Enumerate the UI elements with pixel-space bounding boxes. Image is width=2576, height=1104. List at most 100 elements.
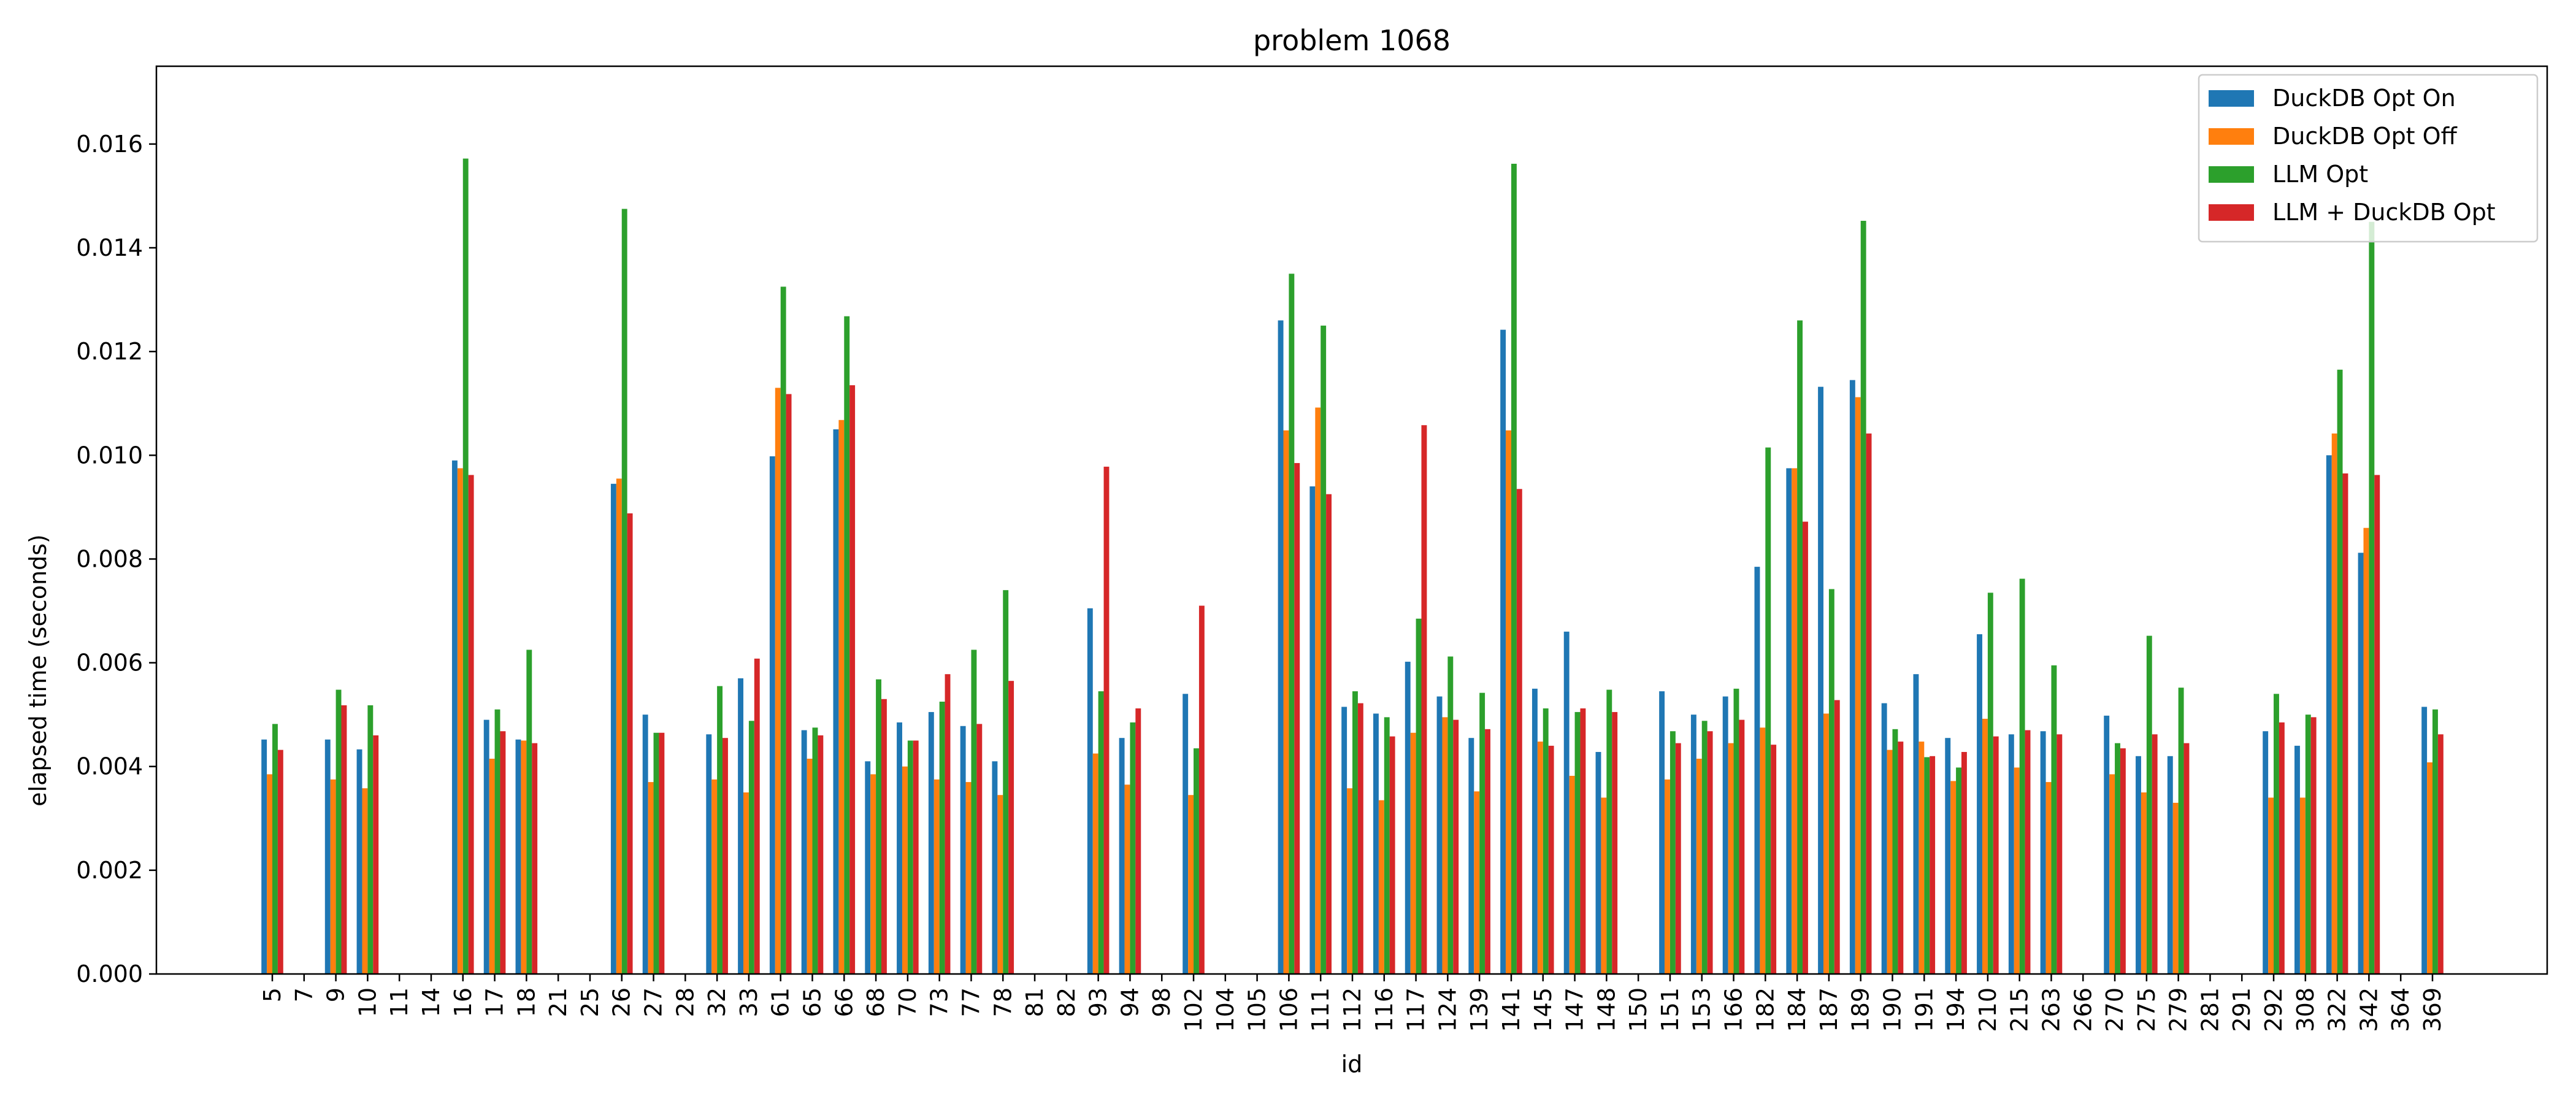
bar [1563, 631, 1570, 974]
bar [2040, 731, 2046, 974]
bar [1754, 567, 1760, 974]
bar [2337, 369, 2343, 974]
bar [2294, 745, 2300, 974]
x-tick-label: 166 [1720, 987, 1747, 1032]
bar [1326, 494, 1332, 974]
bar [997, 795, 1003, 974]
bar [786, 394, 792, 974]
bar [1982, 718, 1988, 974]
bar [801, 730, 807, 974]
bar [367, 705, 374, 974]
bar [1405, 661, 1411, 974]
bar [1574, 711, 1581, 974]
x-tick-label: 82 [1053, 987, 1080, 1017]
x-tick-label: 65 [799, 987, 826, 1017]
x-tick-label: 190 [1879, 987, 1906, 1032]
bar [1930, 756, 1936, 974]
bar [1595, 752, 1601, 974]
bar [1357, 703, 1363, 974]
chart-title: problem 1068 [1253, 24, 1451, 57]
bar [451, 460, 458, 974]
x-tick-label: 27 [640, 987, 667, 1017]
x-tick-label: 270 [2101, 987, 2128, 1032]
bar [945, 674, 951, 974]
bar [489, 759, 495, 974]
bar [1760, 727, 1766, 974]
bar [2326, 455, 2332, 974]
x-tick-label: 266 [2069, 987, 2096, 1032]
bar [1087, 608, 1093, 974]
bar [2178, 688, 2184, 974]
bar [812, 727, 818, 974]
bar [627, 513, 633, 974]
y-tick-label: 0.002 [76, 857, 143, 884]
x-tick-label: 194 [1942, 987, 1969, 1032]
bar [2305, 715, 2311, 974]
bar [1919, 742, 1925, 974]
bar [1442, 717, 1448, 974]
bar [1728, 743, 1734, 974]
y-tick-label: 0.010 [76, 442, 143, 469]
bar [844, 316, 850, 974]
y-tick-label: 0.004 [76, 753, 143, 780]
bar [1531, 688, 1538, 974]
series-1 [267, 388, 2432, 974]
bars-layer [261, 158, 2444, 975]
x-tick-label: 145 [1530, 987, 1557, 1032]
bar [838, 420, 845, 974]
bar [1669, 731, 1676, 974]
x-tick-label: 11 [386, 987, 413, 1017]
bar [1797, 320, 1803, 974]
bar [261, 739, 267, 974]
bar [723, 738, 728, 974]
x-tick-label: 17 [481, 987, 508, 1017]
bar [780, 286, 786, 975]
bar [1283, 430, 1289, 974]
bar [1823, 713, 1829, 974]
bar [1828, 589, 1834, 974]
bar [2172, 802, 2179, 974]
bar [1606, 689, 1612, 974]
bar [521, 740, 527, 974]
x-tick-label: 281 [2196, 987, 2223, 1032]
bar [500, 731, 506, 974]
bar [1194, 748, 1199, 974]
bar [1516, 489, 1522, 974]
bar [1008, 681, 1014, 974]
y-tick-label: 0.000 [76, 960, 143, 987]
bar [1389, 736, 1395, 974]
bar [907, 740, 913, 974]
bar [462, 158, 469, 974]
bar [960, 726, 966, 974]
bar [1294, 462, 1300, 974]
bar [2268, 797, 2274, 974]
bar [849, 385, 856, 974]
bar [1468, 738, 1474, 974]
x-tick-label: 73 [926, 987, 953, 1017]
bar [1659, 691, 1665, 974]
x-tick-label: 308 [2292, 987, 2319, 1032]
bar [1092, 753, 1098, 974]
legend-label: LLM Opt [2272, 161, 2368, 188]
bar [939, 702, 945, 974]
bar [897, 722, 902, 974]
bar [1866, 433, 1872, 974]
x-tick-label: 116 [1371, 987, 1398, 1032]
bar [1416, 618, 1422, 974]
x-tick-label: 150 [1625, 987, 1652, 1032]
bar [1569, 775, 1575, 974]
bar [1003, 590, 1009, 974]
bar [2109, 774, 2115, 974]
bar [1771, 745, 1777, 974]
x-tick-label: 104 [1212, 987, 1239, 1032]
x-tick-label: 102 [1180, 987, 1207, 1032]
x-tick-label: 68 [862, 987, 889, 1017]
bar [457, 468, 463, 974]
bar [833, 429, 839, 974]
bar [992, 761, 998, 974]
legend-box [2198, 74, 2539, 243]
x-tick-label: 98 [1148, 987, 1175, 1017]
bar [653, 732, 659, 974]
